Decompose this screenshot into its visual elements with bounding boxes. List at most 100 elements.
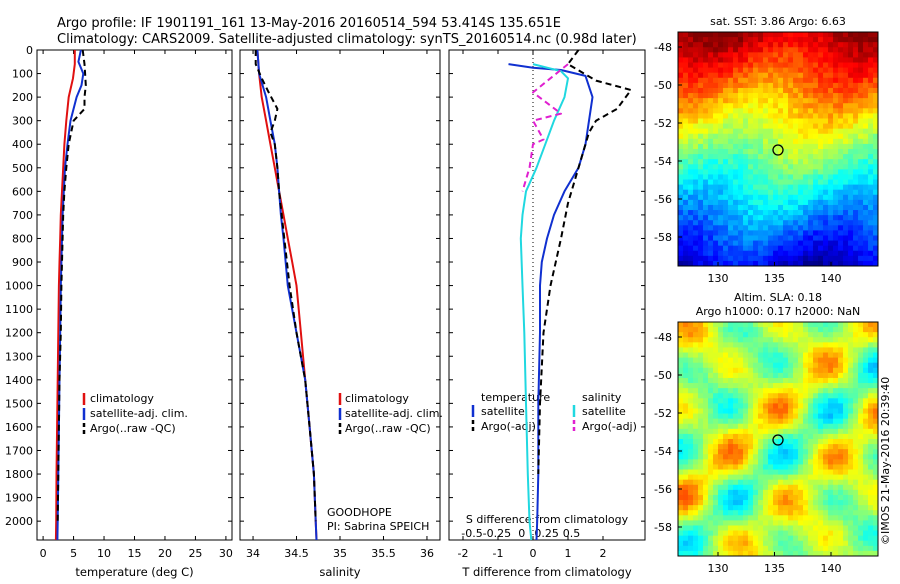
sla-cell — [803, 489, 809, 496]
sst-cell — [728, 199, 734, 206]
sla-cell — [778, 388, 784, 394]
sla-cell — [683, 327, 689, 333]
sla-cell — [788, 444, 794, 450]
sla-cell — [833, 357, 839, 364]
sst-cell — [808, 138, 814, 145]
sla-cell — [778, 383, 784, 389]
sst-cell — [678, 118, 684, 124]
sla-cell — [768, 388, 774, 394]
sst-cell — [783, 67, 789, 74]
sst-cell — [848, 210, 854, 216]
sla-cell — [828, 449, 834, 455]
sst-cell — [748, 143, 754, 150]
sst-cell — [723, 220, 729, 226]
sst-cell — [798, 225, 804, 231]
sst-cell — [808, 113, 814, 119]
sla-cell — [708, 337, 714, 343]
sst-cell — [783, 87, 789, 94]
sst-cell — [783, 210, 789, 216]
sst-cell — [683, 220, 689, 226]
sst-cell — [693, 189, 699, 196]
sla-cell — [713, 439, 719, 445]
sst-cell — [873, 57, 879, 63]
sla-cell — [708, 505, 714, 511]
sst-cell — [758, 93, 764, 99]
y-tick-label: 800 — [12, 232, 33, 245]
sst-cell — [753, 32, 759, 38]
sla-cell — [848, 550, 854, 557]
sla-cell — [773, 398, 779, 404]
sst-cell — [803, 82, 809, 89]
sla-cell — [863, 474, 869, 481]
sla-cell — [748, 530, 754, 537]
sst-cell — [838, 82, 844, 89]
sst-cell — [873, 128, 879, 135]
sst-cell — [728, 82, 734, 89]
sst-cell — [848, 118, 854, 124]
sst-cell — [848, 98, 854, 104]
sst-cell — [768, 174, 774, 180]
sst-cell — [848, 164, 854, 170]
sst-cell — [853, 169, 859, 175]
sst-cell — [828, 245, 834, 252]
sst-cell — [748, 67, 754, 74]
sst-cell — [713, 179, 719, 186]
sla-cell — [853, 500, 859, 506]
sst-cell — [683, 133, 689, 140]
sla-cell — [703, 398, 709, 404]
sst-cell — [723, 154, 729, 160]
sst-cell — [873, 204, 879, 211]
sst-cell — [848, 143, 854, 150]
sst-cell — [698, 154, 704, 160]
sst-cell — [868, 72, 874, 79]
sla-cell — [718, 367, 724, 374]
sst-cell — [708, 133, 714, 140]
sst-cell — [853, 164, 859, 170]
sla-cell — [783, 439, 789, 445]
sst-cell — [808, 37, 814, 43]
sla-map-subtitle: Argo h1000: 0.17 h2000: NaN — [696, 305, 861, 318]
sst-cell — [838, 179, 844, 186]
sst-cell — [768, 93, 774, 99]
sst-cell — [803, 87, 809, 94]
sst-cell — [868, 62, 874, 69]
sst-cell — [873, 230, 879, 236]
x-tick-label: 35.5 — [371, 547, 396, 560]
sst-cell — [833, 113, 839, 119]
sla-cell — [803, 342, 809, 348]
sst-cell — [778, 230, 784, 236]
sla-cell — [853, 337, 859, 343]
sst-cell — [773, 194, 779, 201]
sla-cell — [793, 433, 799, 440]
sst-cell — [718, 235, 724, 241]
sla-cell — [823, 372, 829, 379]
sla-cell — [728, 550, 734, 557]
sla-cell — [743, 357, 749, 364]
sla-cell — [798, 474, 804, 481]
sla-cell — [713, 332, 719, 338]
sst-cell — [758, 77, 764, 84]
sst-cell — [858, 260, 864, 267]
legend-argo-label: Argo(..raw -QC) — [345, 422, 431, 435]
sla-cell — [873, 444, 879, 450]
sst-cell — [783, 143, 789, 150]
sst-cell — [788, 215, 794, 221]
sst-cell — [823, 118, 829, 124]
sst-cell — [813, 230, 819, 236]
sst-cell — [853, 260, 859, 267]
sla-cell — [683, 474, 689, 481]
sst-cell — [738, 179, 744, 186]
sst-cell — [763, 98, 769, 104]
sla-cell — [703, 515, 709, 521]
sst-cell — [748, 98, 754, 104]
sst-cell — [858, 204, 864, 211]
sla-cell — [748, 535, 754, 542]
sla-cell — [868, 428, 874, 435]
sst-cell — [723, 37, 729, 43]
sst-cell — [758, 179, 764, 186]
sst-cell — [833, 225, 839, 231]
sst-cell — [733, 123, 739, 130]
sst-cell — [693, 98, 699, 104]
sla-cell — [688, 423, 694, 430]
sst-cell — [708, 42, 714, 48]
